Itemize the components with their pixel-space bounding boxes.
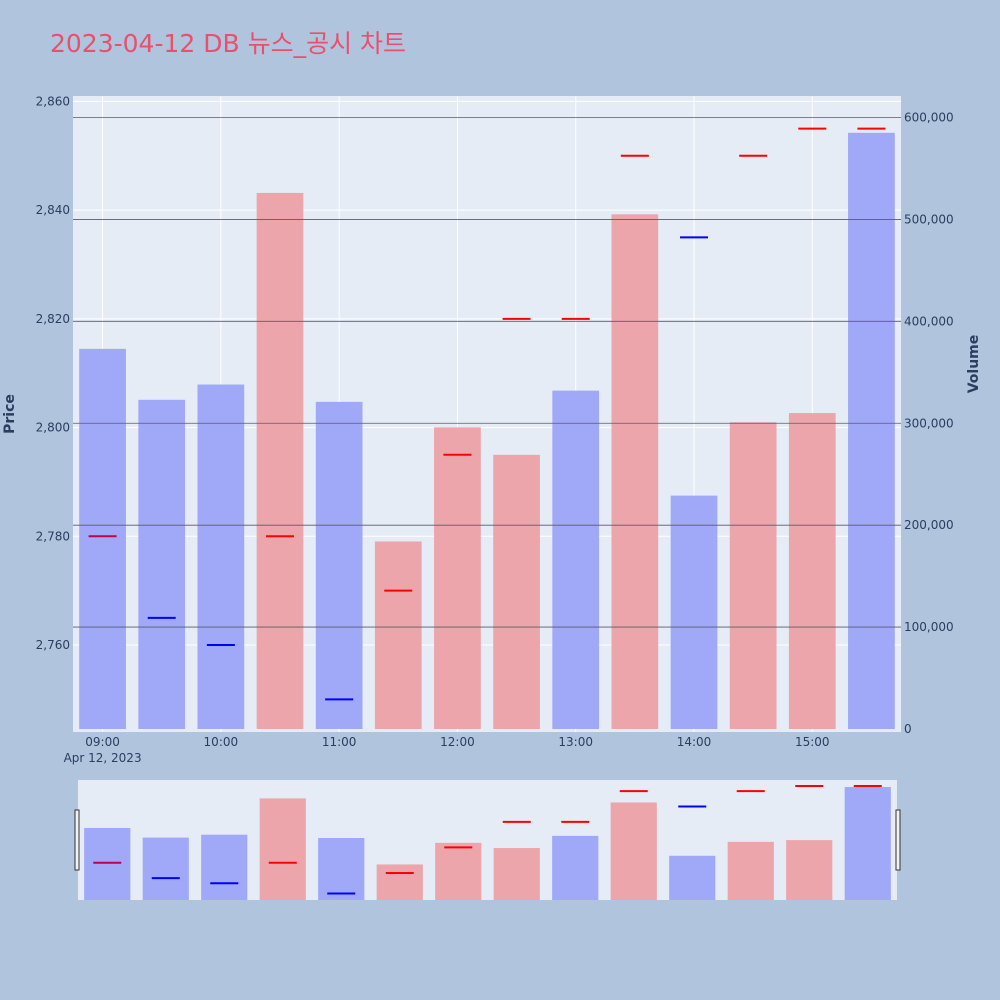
range-volume-bar xyxy=(201,834,248,900)
volume-tick-label: 100,000 xyxy=(904,620,954,634)
volume-tick-label: 200,000 xyxy=(904,518,954,532)
time-tick-label: 15:00 xyxy=(795,735,830,749)
range-handle-left[interactable] xyxy=(74,809,80,871)
date-label: Apr 12, 2023 xyxy=(64,751,142,765)
plot-area xyxy=(73,96,901,732)
price-tick-label: 2,840 xyxy=(36,203,70,217)
range-volume-bar xyxy=(318,837,365,900)
range-volume-bar xyxy=(669,855,716,900)
price-tick-label: 2,820 xyxy=(36,312,70,326)
range-volume-bar xyxy=(552,835,599,900)
price-tick-label: 2,760 xyxy=(36,638,70,652)
volume-tick-label: 300,000 xyxy=(904,416,954,430)
time-tick-label: 09:00 xyxy=(85,735,120,749)
volume-bar xyxy=(848,132,895,730)
volume-bar xyxy=(611,214,659,730)
price-tick-label: 2,860 xyxy=(36,94,70,108)
volume-bar xyxy=(374,541,422,729)
range-volume-bar xyxy=(727,841,774,900)
volume-tick-label: 0 xyxy=(904,722,912,736)
time-tick-label: 11:00 xyxy=(322,735,357,749)
range-volume-bar xyxy=(376,864,423,900)
volume-tick-label: 500,000 xyxy=(904,212,954,226)
volume-tick-label: 600,000 xyxy=(904,111,954,125)
volume-bar xyxy=(79,348,126,729)
volume-bar xyxy=(256,192,304,729)
chart-title: 2023-04-12 DB 뉴스_공시 차트 xyxy=(50,29,407,58)
range-volume-bar xyxy=(786,840,833,900)
time-tick-label: 10:00 xyxy=(204,735,239,749)
volume-bar xyxy=(138,399,186,729)
range-slider-area xyxy=(78,780,897,900)
range-handle-right[interactable] xyxy=(895,809,901,871)
volume-axis-title: Volume xyxy=(966,335,982,394)
time-tick-label: 13:00 xyxy=(558,735,593,749)
volume-bar xyxy=(315,401,363,729)
volume-bar xyxy=(552,390,600,729)
volume-bar xyxy=(493,454,540,729)
volume-bar xyxy=(434,427,481,729)
range-volume-bar xyxy=(493,848,540,900)
time-tick-label: 14:00 xyxy=(677,735,712,749)
range-volume-bar xyxy=(259,798,306,900)
range-volume-bar xyxy=(435,842,482,900)
volume-bar xyxy=(729,422,777,729)
range-volume-bar xyxy=(142,837,189,900)
price-axis-title: Price xyxy=(2,394,18,434)
volume-bar xyxy=(788,413,836,729)
range-volume-bar xyxy=(610,802,657,900)
price-tick-label: 2,780 xyxy=(36,529,70,543)
range-volume-bar xyxy=(844,787,891,900)
volume-bar xyxy=(197,384,245,729)
range-volume-bar xyxy=(84,827,131,900)
price-tick-label: 2,800 xyxy=(36,421,70,435)
volume-tick-label: 400,000 xyxy=(904,314,954,328)
time-tick-label: 12:00 xyxy=(440,735,475,749)
volume-bar xyxy=(670,495,718,729)
